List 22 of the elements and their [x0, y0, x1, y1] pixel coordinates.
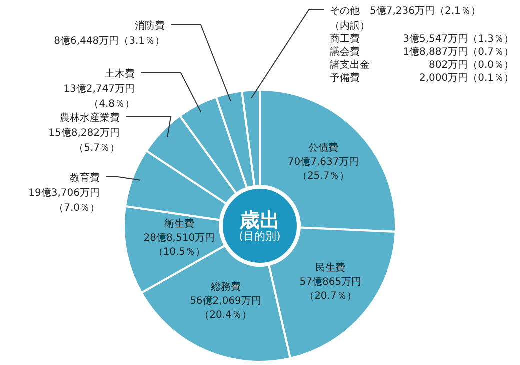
- data-label: 19億3,706万円（7.0％）: [28, 187, 100, 214]
- text: （内訳）: [330, 20, 371, 33]
- data-label: 56億2,069万円（20.4％）: [190, 294, 262, 321]
- slice-label: 公債費: [308, 142, 339, 154]
- slice-label: 消防費: [135, 20, 165, 32]
- slice-label: 土木費: [105, 68, 135, 80]
- slice-label: 民生費: [316, 262, 346, 274]
- data-label: 15億8,282万円（5.7％）: [48, 127, 120, 154]
- data-label: 13億2,747万円（4.8％）: [64, 83, 135, 110]
- data-label: 28億8,510万円（10.5％）: [144, 232, 216, 258]
- data-label: 8億6,448万円（3.1％）: [54, 35, 165, 47]
- text: 商工費 3億5,547万円（1.3％）: [330, 34, 514, 45]
- slice-label: 総務費: [210, 280, 241, 293]
- text: 予備費 2,000万円（0.1％）: [330, 73, 514, 84]
- data-label: 57億865万円（20.7％）: [300, 276, 362, 302]
- text: 諸支出金 802万円（0.0％）: [330, 60, 514, 71]
- slice-label: 教育費: [70, 172, 100, 184]
- slice-label: その他 5億7,236万円（2.1％）: [330, 5, 481, 17]
- text: 議会費 1億8,887万円（0.7％）: [330, 47, 514, 58]
- data-label: 70億7,637万円（25.7％）: [288, 156, 360, 182]
- slice-label: 農林水産業費: [60, 112, 120, 124]
- slice-label: 衛生費: [164, 218, 194, 230]
